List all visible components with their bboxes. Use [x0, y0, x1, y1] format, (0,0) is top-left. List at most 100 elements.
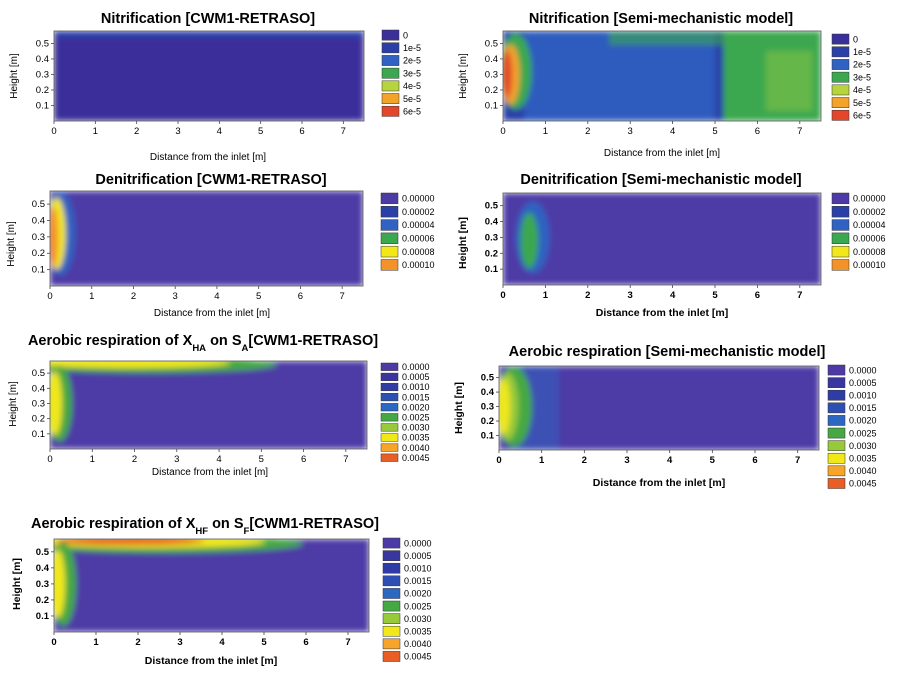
x-tick-label: 2	[135, 637, 140, 648]
x-tick-label: 5	[712, 290, 718, 301]
legend-label: 0.00004	[402, 220, 435, 230]
x-axis-label: Distance from the inlet [m]	[150, 152, 266, 163]
field-background	[50, 361, 367, 449]
y-tick-label: 0.1	[36, 611, 50, 622]
legend-swatch	[381, 105, 400, 117]
chart-panel-7: Aerobic respiration of XHF on SF[CWM1-RE…	[11, 516, 432, 667]
y-tick-label: 0.1	[32, 265, 45, 276]
legend-swatch	[827, 389, 846, 401]
x-axis-label: Distance from the inlet [m]	[593, 477, 725, 489]
legend-label: 0.00002	[402, 207, 435, 217]
x-axis-label: Distance from the inlet [m]	[604, 148, 720, 159]
color-legend: 0 1e-5 2e-5 3e-5 4e-5 5e-5 6e-5	[831, 33, 871, 121]
color-legend: 0.00000 0.00002 0.00004 0.00006 0.00008 0.000…	[831, 192, 886, 271]
y-tick-label: 0.3	[36, 69, 49, 80]
x-tick-label: 5	[712, 126, 717, 137]
field-middle-zone	[524, 31, 715, 121]
x-tick-label: 2	[132, 454, 137, 465]
legend-swatch	[831, 84, 850, 96]
x-tick-label: 4	[217, 126, 222, 137]
plot-frame	[53, 538, 370, 633]
x-tick-label: 4	[216, 454, 221, 465]
legend-swatch	[831, 46, 850, 58]
y-tick-label: 0.2	[481, 416, 494, 427]
y-tick-label: 0.3	[32, 398, 45, 409]
legend-swatch	[827, 478, 846, 489]
legend-swatch	[827, 440, 846, 451]
legend-label: 0.00008	[402, 247, 435, 257]
y-tick-label: 0.2	[485, 248, 498, 259]
color-legend: 0.00000 0.00002 0.00004 0.00006 0.00008 0.000…	[380, 192, 435, 271]
y-tick-label: 0.5	[485, 38, 498, 49]
field-inlet-peak	[50, 371, 63, 436]
legend-swatch	[380, 206, 399, 218]
legend-label: 6e-5	[853, 111, 871, 121]
legend-swatch	[382, 588, 401, 599]
x-tick-label: 2	[585, 290, 590, 301]
legend-swatch	[831, 59, 850, 70]
x-tick-label: 6	[298, 291, 303, 302]
y-tick-label: 0.3	[32, 232, 45, 243]
legend-label: 0.0035	[404, 626, 432, 636]
chart-panel-2: Nitrification [Semi-mechanistic model] 0 1…	[458, 11, 871, 159]
x-tick-label: 1	[89, 291, 94, 302]
legend-swatch	[381, 42, 400, 54]
legend-label: 5e-5	[853, 98, 871, 108]
y-tick-label: 0.5	[36, 38, 49, 49]
legend-label: 1e-5	[403, 43, 421, 53]
x-tick-label: 1	[543, 290, 549, 301]
legend-swatch	[831, 33, 850, 45]
x-tick-label: 0	[51, 126, 56, 137]
y-tick-label: 0.2	[32, 414, 45, 425]
legend-swatch	[827, 452, 846, 464]
legend-label: 0.0005	[402, 372, 430, 382]
legend-swatch	[380, 453, 399, 462]
x-tick-label: 0	[51, 637, 56, 648]
legend-swatch	[381, 29, 400, 41]
legend-swatch	[381, 93, 400, 104]
chart-panel-1: Nitrification [CWM1-RETRASO] 0 1 2 3 4 5 6 7 0.1 0…	[9, 11, 421, 163]
x-tick-label: 1	[539, 455, 545, 466]
field-background	[503, 193, 821, 285]
legend-label: 0.0025	[402, 413, 430, 423]
plot-frame	[502, 192, 822, 286]
field-inlet-peak	[50, 206, 59, 267]
legend-swatch	[382, 550, 401, 561]
legend-swatch	[382, 613, 401, 624]
x-axis-label: Distance from the inlet [m]	[152, 467, 268, 478]
y-tick-label: 0.3	[36, 579, 49, 590]
legend-label: 0.0020	[402, 402, 430, 412]
legend-label: 0.0040	[402, 443, 430, 453]
legend-swatch	[831, 232, 850, 244]
y-tick-label: 0.5	[485, 201, 499, 212]
x-tick-label: 0	[47, 454, 52, 465]
y-tick-label: 0.4	[485, 217, 499, 228]
legend-label: 0.0000	[404, 538, 432, 548]
legend-label: 0.0020	[849, 416, 877, 426]
legend-swatch	[831, 259, 850, 271]
color-legend: 0.0000 0.0005 0.0010 0.0015 0.0020 0.0025 0.00…	[827, 364, 877, 489]
y-axis-label: Height [m]	[458, 53, 469, 99]
legend-label: 0.0005	[404, 551, 432, 561]
legend-label: 2e-5	[853, 60, 871, 70]
legend-label: 0.00010	[402, 260, 435, 270]
legend-label: 6e-5	[403, 107, 421, 117]
legend-label: 2e-5	[403, 56, 421, 66]
x-axis-label: Distance from the inlet [m]	[145, 655, 277, 667]
field-background	[54, 31, 364, 121]
y-tick-label: 0.3	[485, 232, 498, 243]
legend-label: 0.0010	[849, 390, 877, 400]
x-tick-label: 2	[134, 126, 139, 137]
legend-swatch	[827, 427, 846, 439]
legend-label: 0.0015	[849, 403, 877, 413]
x-tick-label: 7	[795, 455, 800, 466]
legend-label: 0.0025	[849, 428, 877, 438]
legend-label: 0.0040	[404, 639, 432, 649]
legend-swatch	[831, 192, 850, 205]
y-tick-label: 0.4	[481, 387, 495, 398]
legend-label: 0.0030	[849, 441, 877, 451]
y-tick-label: 0.1	[32, 429, 45, 440]
legend-swatch	[380, 443, 399, 452]
y-tick-label: 0.4	[485, 54, 498, 65]
